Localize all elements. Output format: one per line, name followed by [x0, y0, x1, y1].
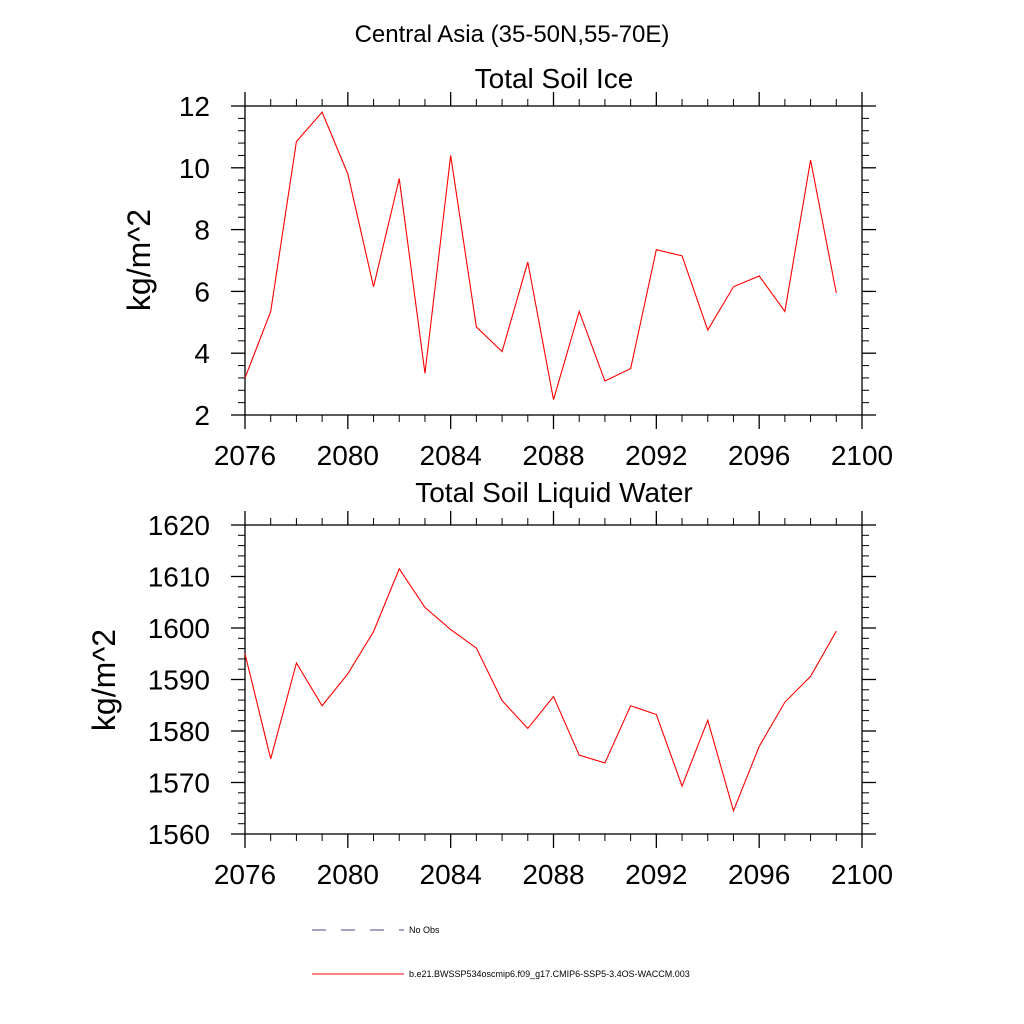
- x-tick-label: 2080: [317, 440, 379, 471]
- y-tick-label: 1570: [148, 768, 210, 799]
- x-tick-label: 2096: [728, 859, 790, 890]
- legend-label: No Obs: [409, 925, 440, 935]
- legend: No Obs b.e21.BWSSP534oscmip6.f09_g17.CMI…: [312, 925, 690, 979]
- y-tick-label: 12: [179, 91, 210, 122]
- x-tick-label: 2088: [522, 440, 584, 471]
- y-tick-label: 1560: [148, 819, 210, 850]
- y-tick-label: 2: [194, 400, 210, 431]
- plot-frame: [244, 105, 863, 416]
- series-line: [244, 111, 837, 400]
- x-tick-label: 2100: [831, 859, 893, 890]
- x-tick-label: 2076: [214, 440, 276, 471]
- x-tick-label: 2092: [625, 440, 687, 471]
- x-tick-label: 2100: [831, 440, 893, 471]
- y-tick-label: 6: [194, 276, 210, 307]
- legend-entry-no-obs: No Obs: [312, 925, 440, 935]
- chart-soil-liquid-water: Total Soil Liquid Water kg/m^2 2076 2080 2…: [86, 477, 893, 890]
- x-tick-label: 2084: [420, 440, 482, 471]
- y-tick-label: 4: [194, 338, 210, 369]
- chart-title: Total Soil Liquid Water: [415, 477, 693, 508]
- plot-frame: [244, 524, 863, 835]
- figure-title: Central Asia (35-50N,55-70E): [355, 21, 670, 48]
- y-tick-label: 1620: [148, 510, 210, 541]
- chart-soil-ice: Total Soil Ice kg/m^2 2076 2080 2084 2088 20…: [121, 63, 893, 471]
- y-tick-label: 10: [179, 153, 210, 184]
- y-tick-label: 1590: [148, 665, 210, 696]
- y-tick-label: 1600: [148, 613, 210, 644]
- x-tick-label: 2088: [522, 859, 584, 890]
- x-tick-label: 2084: [420, 859, 482, 890]
- chart-title: Total Soil Ice: [475, 63, 634, 94]
- x-tick-label: 2096: [728, 440, 790, 471]
- y-tick-label: 1580: [148, 716, 210, 747]
- x-tick-label: 2076: [214, 859, 276, 890]
- y-axis-label: kg/m^2: [121, 209, 157, 311]
- x-tick-label: 2080: [317, 859, 379, 890]
- series-line: [244, 567, 837, 813]
- x-tick-label: 2092: [625, 859, 687, 890]
- legend-label: b.e21.BWSSP534oscmip6.f09_g17.CMIP6-SSP5…: [409, 969, 690, 979]
- y-tick-label: 8: [194, 215, 210, 246]
- y-axis-label: kg/m^2: [86, 629, 122, 731]
- legend-entry-model: b.e21.BWSSP534oscmip6.f09_g17.CMIP6-SSP5…: [312, 969, 690, 979]
- y-tick-label: 1610: [148, 562, 210, 593]
